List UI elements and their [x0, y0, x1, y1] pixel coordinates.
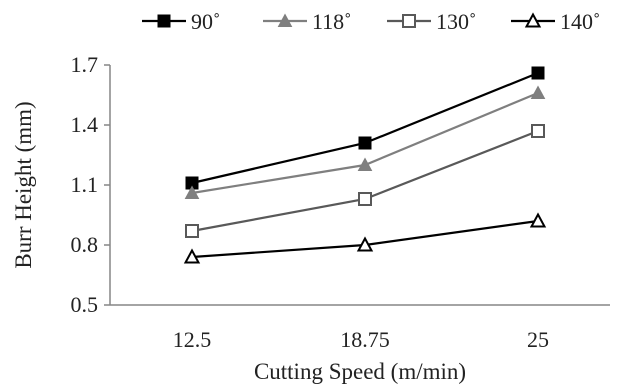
- data-point: [530, 85, 546, 99]
- series-2: [184, 85, 546, 199]
- legend-item: 130˚: [387, 9, 476, 34]
- legend-marker: [277, 13, 293, 27]
- legend-item: 90˚: [142, 9, 220, 34]
- data-point: [185, 224, 199, 238]
- data-point: [531, 124, 545, 138]
- data-point: [184, 185, 200, 199]
- y-tick-label: 0.5: [71, 292, 99, 317]
- x-tick-label: 18.75: [340, 327, 390, 352]
- series-layer: [183, 66, 547, 264]
- legend-label: 130˚: [436, 9, 476, 34]
- legend-item: 118˚: [263, 9, 352, 34]
- data-point: [356, 236, 374, 252]
- series-4: [183, 212, 547, 264]
- legend-label: 118˚: [312, 9, 352, 34]
- series-1: [185, 66, 545, 190]
- x-tick-label: 25: [527, 327, 549, 352]
- data-point: [529, 212, 547, 228]
- y-tick-label: 0.8: [71, 232, 99, 257]
- y-tick-label: 1.4: [71, 112, 99, 137]
- y-tick-label: 1.7: [71, 52, 99, 77]
- data-point: [358, 192, 372, 206]
- x-tick-label: 12.5: [173, 327, 212, 352]
- legend-item: 140˚: [511, 9, 600, 34]
- data-point: [183, 248, 201, 264]
- y-axis-title: Burr Height (mm): [11, 101, 36, 268]
- legend-marker: [157, 14, 171, 28]
- axes: [109, 65, 610, 306]
- x-axis-title: Cutting Speed (m/min): [254, 359, 466, 384]
- legend-marker: [524, 12, 542, 28]
- y-tick-labels: 0.5 0.8 1.1 1.4 1.7: [71, 52, 110, 317]
- legend: 90˚ 118˚ 130˚ 140˚: [142, 9, 600, 34]
- legend-label: 90˚: [191, 9, 220, 34]
- data-point: [357, 157, 373, 171]
- x-tick-labels: 12.5 18.75 25: [173, 327, 549, 352]
- legend-label: 140˚: [560, 9, 600, 34]
- legend-marker: [402, 14, 416, 28]
- data-point: [358, 136, 372, 150]
- series-3: [185, 124, 545, 238]
- data-point: [531, 66, 545, 80]
- y-tick-label: 1.1: [71, 172, 99, 197]
